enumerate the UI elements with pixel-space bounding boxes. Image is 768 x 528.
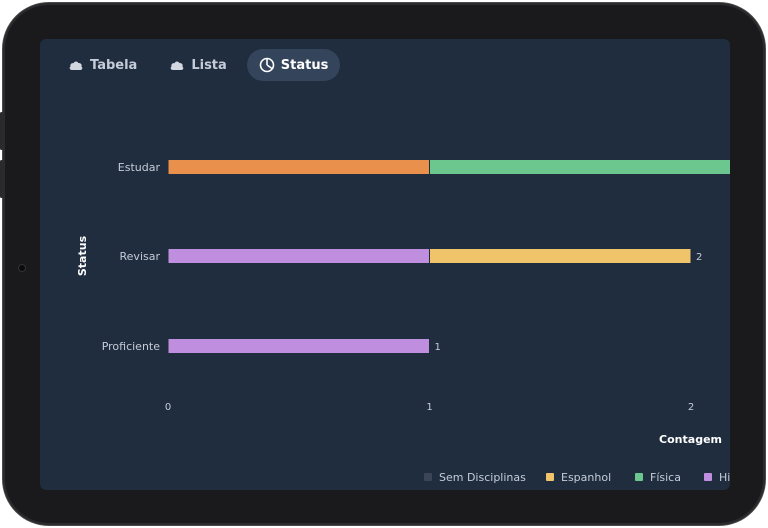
x-tick-label: 2	[688, 402, 694, 413]
cloud-icon	[68, 57, 84, 73]
camera	[19, 265, 25, 271]
x-tick-label: 1	[426, 402, 432, 413]
tab-label: Lista	[191, 57, 227, 73]
x-tick-label: 0	[165, 402, 171, 413]
bar-segment[interactable]	[167, 248, 430, 264]
tab-label: Status	[280, 57, 329, 73]
legend-swatch	[546, 473, 554, 481]
category-label: Revisar	[120, 250, 161, 263]
bar-value-label: 1	[435, 342, 441, 353]
app-screen: Tabela Lista Status Status Contagem Estu…	[40, 39, 730, 490]
legend-swatch	[704, 473, 712, 481]
tab-lista[interactable]: Lista	[157, 49, 238, 81]
category-label: Proficiente	[102, 340, 161, 353]
bar-segment[interactable]	[429, 159, 731, 175]
bar-segment[interactable]	[429, 248, 692, 264]
legend-label[interactable]: Espanhol	[561, 471, 611, 484]
tab-tabela[interactable]: Tabela	[56, 49, 149, 81]
y-axis-title: Status	[76, 235, 89, 276]
category-label: Estudar	[118, 161, 161, 174]
tab-status[interactable]: Status	[246, 49, 341, 81]
bar-segment[interactable]	[167, 159, 430, 175]
legend-label[interactable]: Física	[650, 471, 681, 484]
tab-label: Tabela	[90, 57, 138, 73]
volume-button	[0, 112, 3, 150]
legend-label[interactable]: Sem Disciplinas	[439, 471, 526, 484]
view-tabs: Tabela Lista Status	[56, 49, 341, 81]
legend-swatch	[424, 473, 432, 481]
bar-value-label: 2	[696, 252, 702, 263]
x-axis-title: Contagem	[659, 433, 722, 446]
legend-label[interactable]: Hi	[719, 471, 730, 484]
pie-chart-icon	[259, 57, 275, 73]
bar-segment[interactable]	[167, 338, 430, 354]
status-bar-chart: Status Contagem Estudar Revisar Proficient…	[76, 159, 731, 484]
legend-swatch	[635, 473, 643, 481]
power-button	[0, 160, 3, 198]
cloud-icon	[169, 57, 185, 73]
